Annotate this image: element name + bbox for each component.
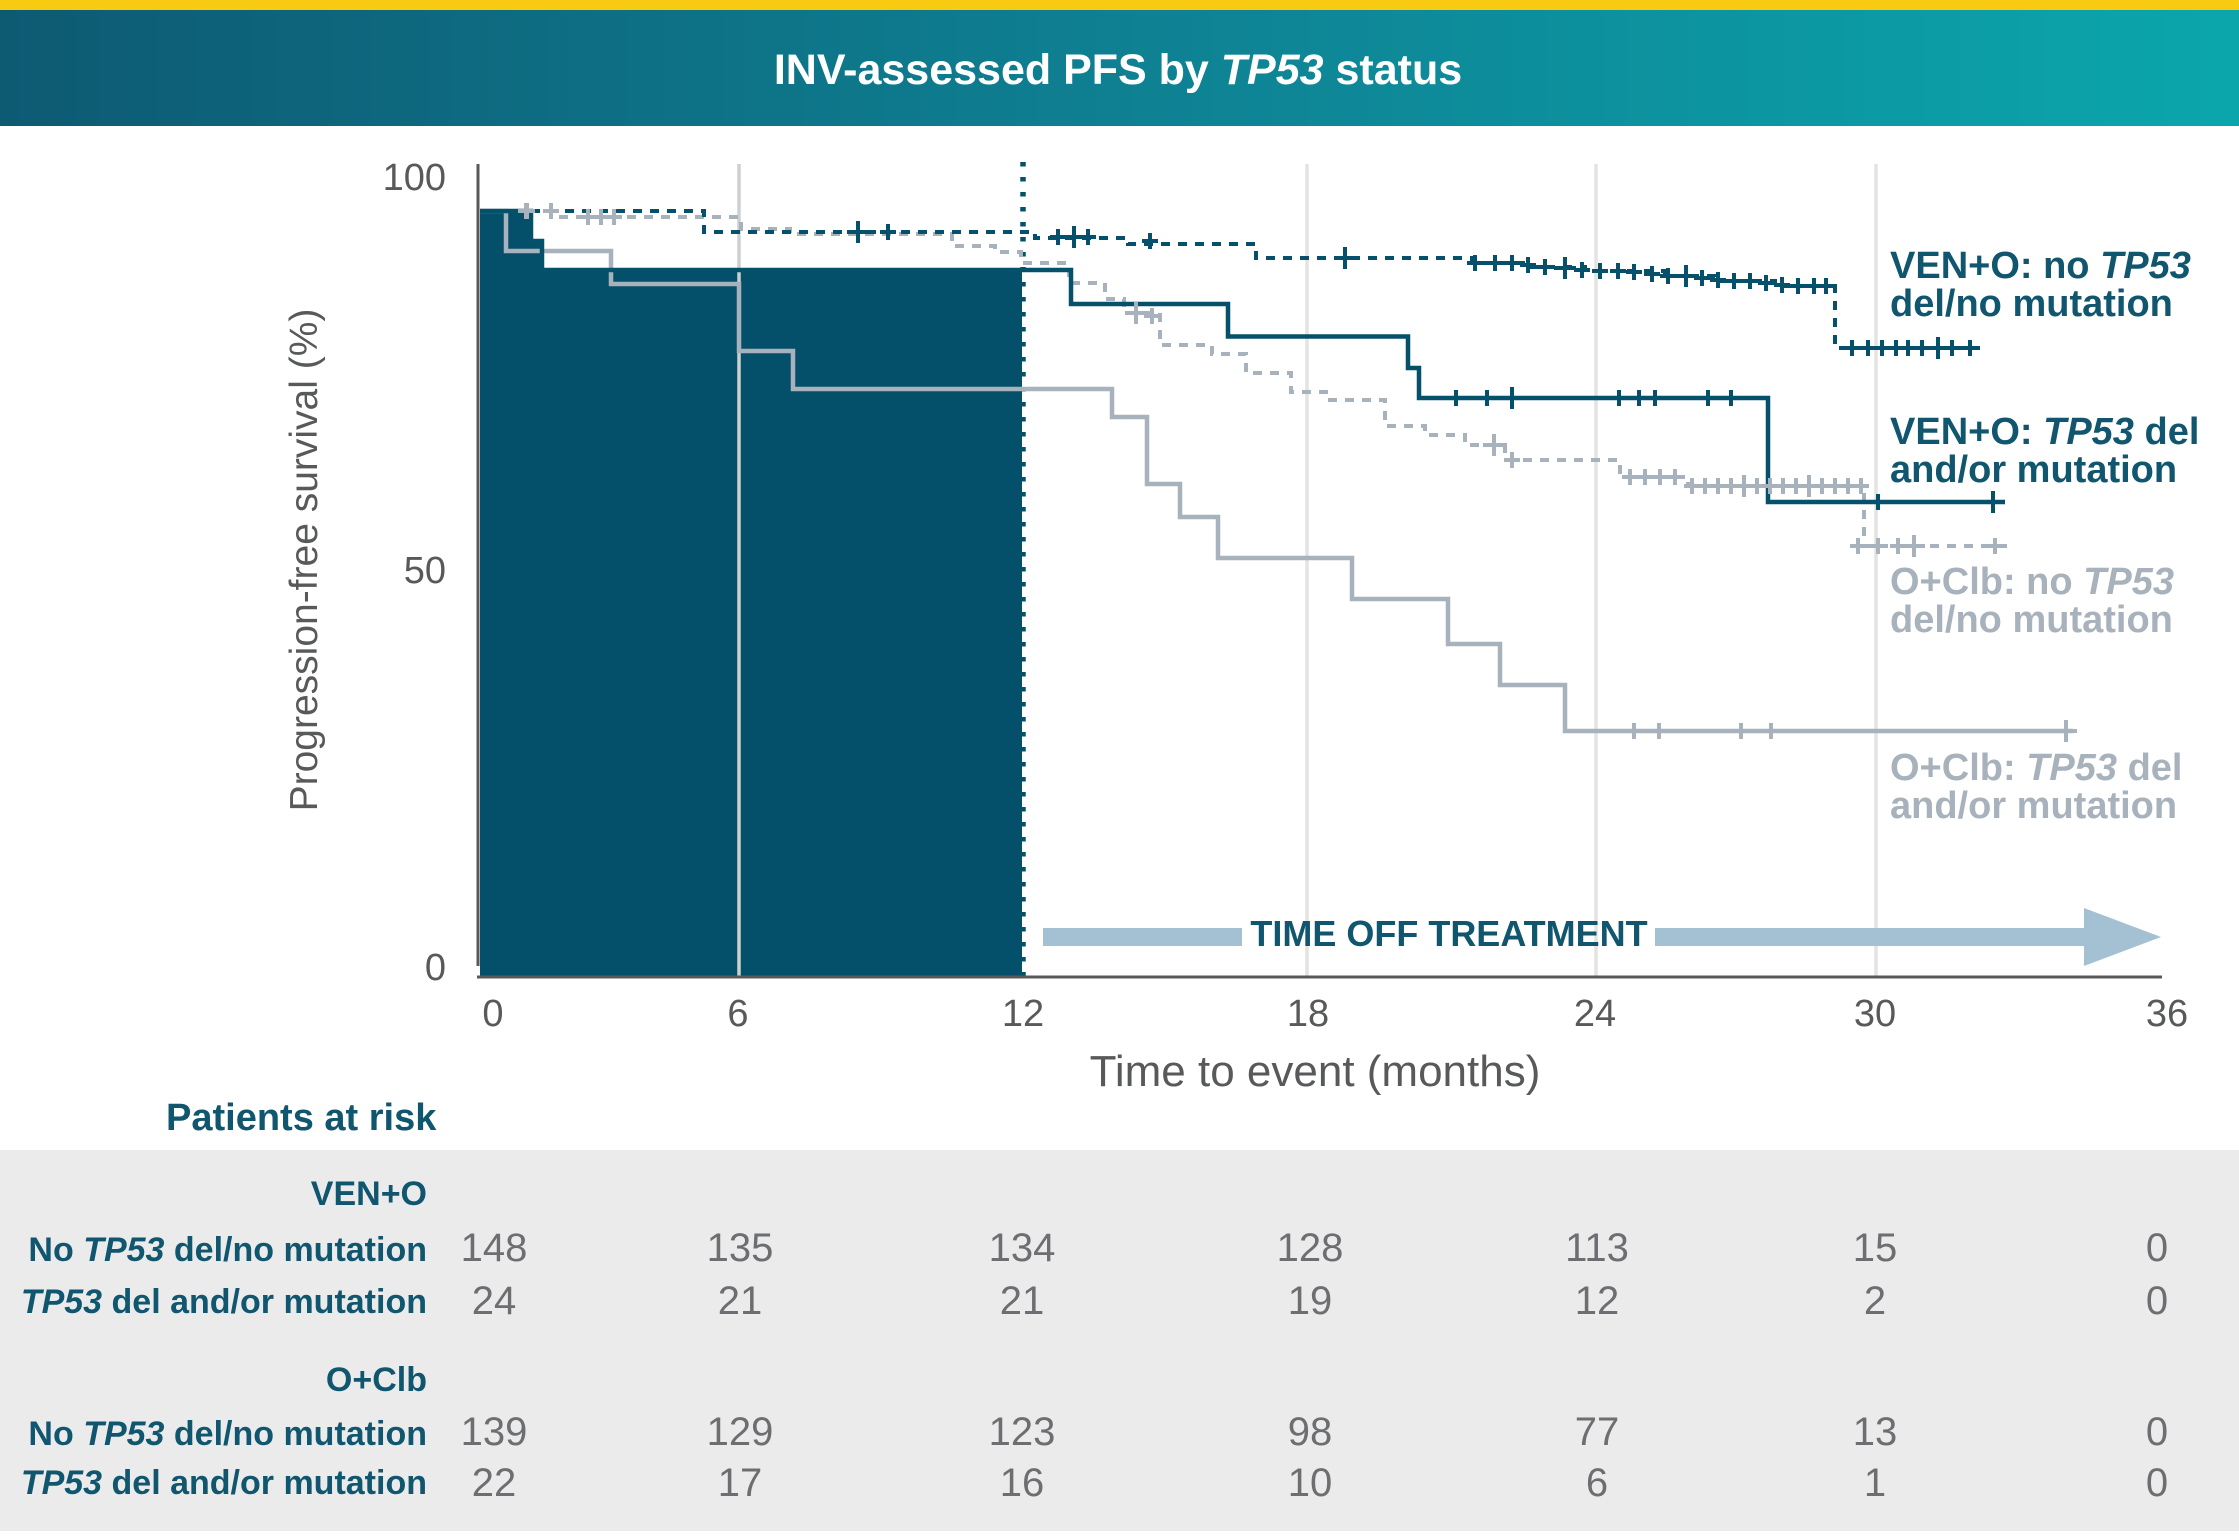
svg-text:12: 12 (1002, 993, 1044, 1035)
svg-text:2: 2 (1864, 1279, 1886, 1323)
svg-text:No TP53 del/no mutation: No TP53 del/no mutation (28, 1231, 427, 1269)
svg-text:del/no mutation: del/no mutation (1890, 283, 2173, 325)
svg-text:134: 134 (989, 1226, 1056, 1270)
svg-text:22: 22 (472, 1461, 517, 1505)
svg-text:O+Clb: TP53 del: O+Clb: TP53 del (1890, 747, 2182, 789)
svg-text:36: 36 (2146, 993, 2188, 1035)
svg-text:0: 0 (2146, 1226, 2168, 1270)
svg-text:0: 0 (2146, 1461, 2168, 1505)
svg-text:113: 113 (1565, 1226, 1629, 1270)
svg-text:148: 148 (461, 1226, 528, 1270)
svg-text:6: 6 (727, 993, 748, 1035)
svg-text:135: 135 (707, 1226, 774, 1270)
svg-text:18: 18 (1287, 993, 1329, 1035)
svg-text:129: 129 (707, 1410, 774, 1454)
svg-text:19: 19 (1288, 1279, 1333, 1323)
svg-text:98: 98 (1288, 1410, 1333, 1454)
svg-text:No TP53 del/no mutation: No TP53 del/no mutation (28, 1415, 427, 1453)
svg-text:30: 30 (1854, 993, 1896, 1035)
svg-text:VEN+O: no TP53: VEN+O: no TP53 (1890, 245, 2191, 287)
svg-text:Patients at risk: Patients at risk (166, 1097, 437, 1139)
svg-text:0: 0 (482, 993, 503, 1035)
svg-text:24: 24 (1574, 993, 1616, 1035)
svg-text:123: 123 (989, 1410, 1056, 1454)
svg-text:TP53 del and/or mutation: TP53 del and/or mutation (21, 1283, 427, 1321)
svg-text:O+Clb: no TP53: O+Clb: no TP53 (1890, 561, 2174, 603)
svg-text:21: 21 (1000, 1279, 1045, 1323)
svg-text:Progression-free survival (%): Progression-free survival (%) (283, 309, 326, 812)
svg-text:16: 16 (1000, 1461, 1045, 1505)
svg-text:TIME OFF TREATMENT: TIME OFF TREATMENT (1250, 913, 1647, 954)
svg-text:del/no mutation: del/no mutation (1890, 599, 2173, 641)
svg-text:100: 100 (383, 157, 446, 199)
svg-text:12: 12 (1575, 1279, 1620, 1323)
svg-text:128: 128 (1277, 1226, 1344, 1270)
svg-text:50: 50 (404, 550, 446, 592)
svg-text:0: 0 (425, 947, 446, 989)
svg-text:O+Clb: O+Clb (326, 1361, 427, 1399)
svg-text:and/or mutation: and/or mutation (1890, 449, 2177, 491)
svg-text:21: 21 (718, 1279, 763, 1323)
svg-text:VEN+O: TP53 del: VEN+O: TP53 del (1890, 411, 2199, 453)
svg-text:15: 15 (1853, 1226, 1898, 1270)
svg-text:and/or mutation: and/or mutation (1890, 785, 2177, 827)
svg-text:10: 10 (1288, 1461, 1333, 1505)
svg-text:0: 0 (2146, 1410, 2168, 1454)
svg-text:24: 24 (472, 1279, 517, 1323)
svg-text:6: 6 (1586, 1461, 1608, 1505)
svg-text:139: 139 (461, 1410, 528, 1454)
svg-text:TP53 del and/or mutation: TP53 del and/or mutation (21, 1464, 427, 1502)
svg-text:0: 0 (2146, 1279, 2168, 1323)
svg-text:17: 17 (718, 1461, 763, 1505)
svg-text:VEN+O: VEN+O (311, 1175, 427, 1213)
svg-text:INV-assessed PFS by TP53 statu: INV-assessed PFS by TP53 status (774, 46, 1462, 94)
svg-text:Time to event (months): Time to event (months) (1090, 1047, 1541, 1096)
svg-text:1: 1 (1864, 1461, 1886, 1505)
svg-text:13: 13 (1853, 1410, 1898, 1454)
svg-text:77: 77 (1575, 1410, 1620, 1454)
